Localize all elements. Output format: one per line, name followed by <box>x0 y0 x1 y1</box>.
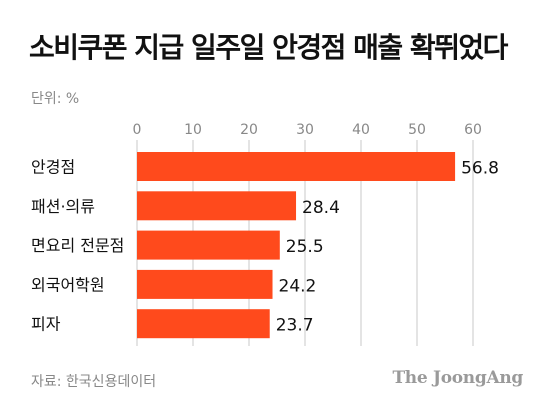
x-tick-label: 40 <box>352 122 370 138</box>
x-tick-label: 0 <box>133 122 142 138</box>
value-label: 25.5 <box>286 237 324 257</box>
unit-label: 단위: % <box>31 91 80 107</box>
x-tick-label: 10 <box>184 122 202 138</box>
x-tick-label: 20 <box>240 122 258 138</box>
chart-title: 소비쿠폰 지급 일주일 안경점 매출 확뛰었다 <box>29 31 508 64</box>
x-tick-label: 50 <box>408 122 426 138</box>
category-label: 패션·의류 <box>31 197 95 216</box>
x-tick-label: 30 <box>296 122 314 138</box>
value-label: 23.7 <box>276 316 314 336</box>
bar <box>137 269 273 299</box>
category-label: 피자 <box>31 315 61 334</box>
value-label: 28.4 <box>302 198 340 218</box>
bar <box>137 230 280 260</box>
bar <box>137 152 456 181</box>
value-label: 56.8 <box>461 159 499 179</box>
source-label: 자료: 한국신용데이터 <box>31 374 157 390</box>
x-tick-label: 60 <box>464 122 482 138</box>
brand-logo: The JoongAng <box>392 368 523 388</box>
bar <box>137 191 297 221</box>
category-label: 면요리 전문점 <box>31 236 124 255</box>
category-label: 외국어학원 <box>31 275 105 294</box>
category-label: 안경점 <box>31 158 75 177</box>
bar <box>137 309 270 339</box>
value-label: 24.2 <box>279 276 317 296</box>
